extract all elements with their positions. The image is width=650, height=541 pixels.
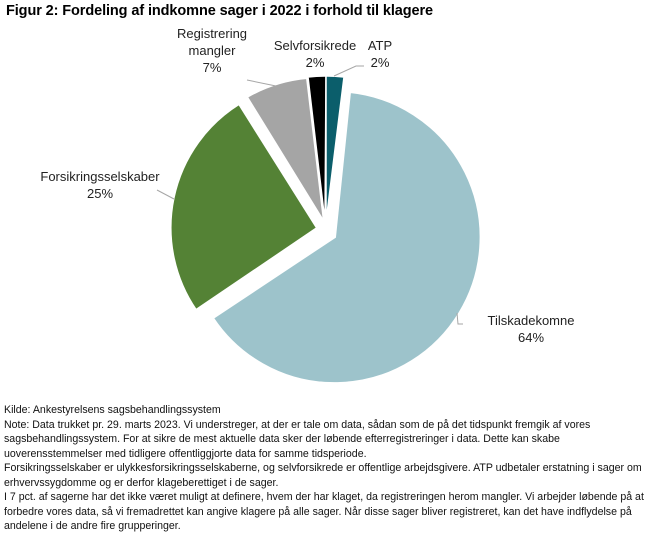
label-value: 64%: [517, 330, 545, 345]
label-value: 2%: [305, 55, 325, 70]
label-name: ATP: [367, 38, 393, 53]
label-value: 2%: [370, 55, 390, 70]
leader-line-registrering: [246, 79, 277, 87]
label-forsikringsselskaber: Forsikringsselskaber 25%: [30, 168, 170, 202]
leader-line-tilskadekomne: [456, 312, 463, 325]
label-atp: ATP 2%: [358, 37, 402, 71]
pie-chart: [156, 65, 482, 385]
label-tilskadekomne: Tilskadekomne 64%: [476, 312, 586, 346]
leader-line-atp: [333, 65, 364, 77]
label-value: 7%: [202, 60, 222, 75]
label-registrering-mangler: Registrering mangler 7%: [162, 25, 262, 76]
data-note: Note: Data trukket pr. 29. marts 2023. V…: [4, 418, 591, 460]
leader-line-forsikring: [156, 189, 175, 200]
label-value: 25%: [86, 186, 114, 201]
label-name: Selvforsikrede: [273, 38, 357, 53]
label-name: Tilskadekomne: [487, 313, 575, 328]
label-name: Forsikringsselskaber: [40, 169, 160, 184]
figure-notes: Kilde: Ankestyrelsens sagsbehandlingssys…: [4, 403, 644, 534]
source-note: Kilde: Ankestyrelsens sagsbehandlingssys…: [4, 404, 221, 416]
definitions-note: Forsikringsselskaber er ulykkesforsikrin…: [4, 462, 642, 489]
missing-registration-note: I 7 pct. af sagerne har det ikke været m…: [4, 491, 644, 532]
label-selvforsikrede: Selvforsikrede 2%: [265, 37, 365, 71]
slice-atp: [325, 75, 345, 223]
slice-forsikringsselskaber: [169, 102, 319, 312]
figure-title: Figur 2: Fordeling af indkomne sager i 2…: [6, 3, 433, 19]
slice-tilskadekomne: [211, 90, 482, 385]
label-name: Registrering: [176, 26, 248, 41]
slice-registrering-mangler: [245, 76, 325, 223]
label-name: mangler: [188, 43, 236, 58]
